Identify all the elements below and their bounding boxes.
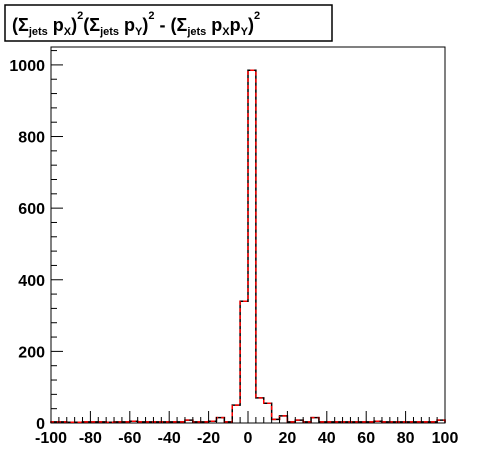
y-tick-label: 200	[18, 344, 45, 361]
title-part: p	[48, 15, 64, 35]
title-part: Y	[241, 26, 249, 38]
x-tick-label: 60	[357, 430, 375, 447]
title-part: p	[230, 15, 241, 35]
y-tick-label: 600	[18, 201, 45, 218]
x-tick-label: -40	[158, 430, 181, 447]
title-box	[4, 4, 333, 42]
y-tick-label: 800	[18, 130, 45, 147]
x-tick-label: -60	[118, 430, 141, 447]
title-part: (	[12, 15, 18, 35]
title-part: (	[83, 15, 89, 35]
y-tick-label: 400	[18, 273, 45, 290]
y-tick-label: 0	[36, 416, 45, 433]
title-part: X	[64, 26, 72, 38]
title-part: p	[119, 15, 135, 35]
title-part: X	[222, 26, 230, 38]
title-part: p	[206, 15, 222, 35]
title-text: (Σjets pX)2(Σjets pY)2 - (Σjets pXpY)2	[12, 10, 260, 38]
y-tick-label: 1000	[9, 58, 45, 75]
title-part: 2	[148, 10, 154, 22]
x-tick-label: -80	[79, 430, 102, 447]
x-tick-label: 20	[279, 430, 297, 447]
x-tick-label: -20	[197, 430, 220, 447]
title-part: )	[248, 15, 254, 35]
x-tick-label: 0	[244, 430, 253, 447]
title-part: Σ	[18, 15, 29, 35]
title-part: )	[71, 15, 77, 35]
title-part: Σ	[89, 15, 100, 35]
title-part: Y	[135, 26, 143, 38]
chart-title: (Σjets pX)2(Σjets pY)2 - (Σjets pXpY)2	[4, 4, 333, 42]
title-part: - (	[155, 15, 177, 35]
x-tick-label: 100	[432, 430, 459, 447]
title-part: jets	[99, 26, 119, 38]
x-tick-label: -100	[35, 430, 67, 447]
x-tick-label: 40	[318, 430, 336, 447]
title-part: 2	[254, 10, 260, 22]
x-tick-label: 80	[397, 430, 415, 447]
title-part: jets	[186, 26, 206, 38]
title-part: 2	[77, 10, 83, 22]
title-part: )	[142, 15, 148, 35]
title-part: Σ	[177, 15, 188, 35]
y-axis: 0 200 400 600 800 1000	[9, 50, 63, 433]
title-part: jets	[28, 26, 48, 38]
x-axis: -100 -80 -60 -40 -20 0 20 40 60 80 100	[35, 411, 458, 447]
